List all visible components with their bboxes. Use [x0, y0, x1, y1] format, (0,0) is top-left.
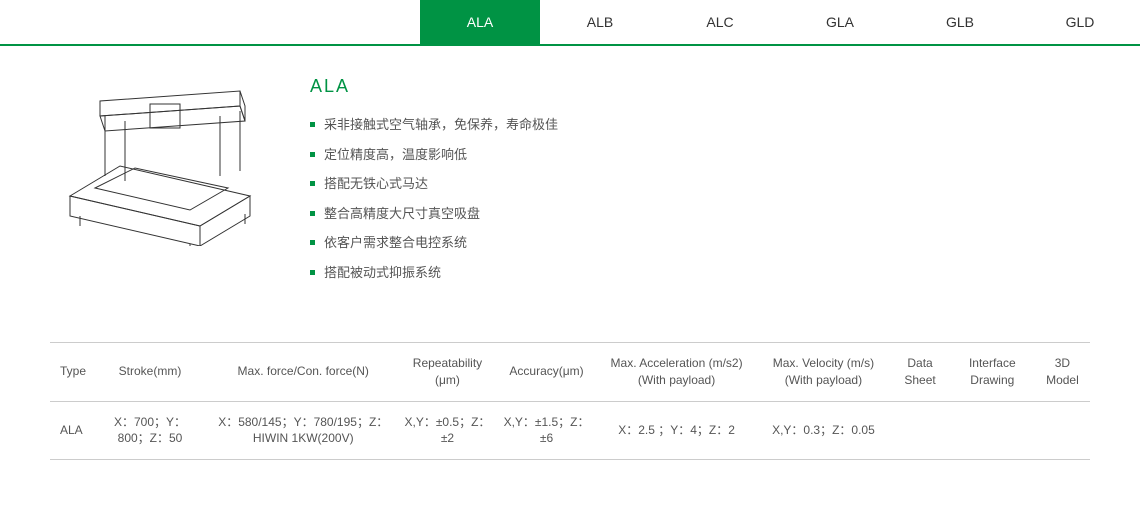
- feature-item: 整合高精度大尺寸真空吸盘: [310, 204, 1090, 224]
- feature-item: 定位精度高，温度影响低: [310, 145, 1090, 165]
- tab-alc[interactable]: ALC: [660, 0, 780, 44]
- cell-vel: X,Y：0.3；Z：0.05: [756, 401, 890, 460]
- machine-drawing-icon: [50, 76, 270, 246]
- col-type: Type: [50, 343, 92, 402]
- feature-item: 搭配无铁心式马达: [310, 174, 1090, 194]
- cell-accel: X：2.5 ；Y：4；Z：2: [597, 401, 757, 460]
- cell-stroke: X：700；Y：800；Z：50: [92, 401, 208, 460]
- tab-gld[interactable]: GLD: [1020, 0, 1140, 44]
- spec-table: Type Stroke(mm) Max. force/Con. force(N)…: [50, 342, 1090, 460]
- cell-3dmodel[interactable]: [1035, 401, 1090, 460]
- col-accel: Max. Acceleration (m/s2) (With payload): [597, 343, 757, 402]
- col-force: Max. force/Con. force(N): [208, 343, 398, 402]
- col-interface: Interface Drawing: [950, 343, 1035, 402]
- product-title: ALA: [310, 76, 1090, 97]
- spec-header-row: Type Stroke(mm) Max. force/Con. force(N)…: [50, 343, 1090, 402]
- col-datasheet: Data Sheet: [890, 343, 949, 402]
- tab-alb[interactable]: ALB: [540, 0, 660, 44]
- product-tabs: ALA ALB ALC GLA GLB GLD: [0, 0, 1140, 46]
- cell-force: X：580/145；Y：780/195；Z：HIWIN 1KW(200V): [208, 401, 398, 460]
- product-overview: ALA 采非接触式空气轴承，免保养，寿命极佳 定位精度高，温度影响低 搭配无铁心…: [50, 76, 1090, 292]
- feature-item: 搭配被动式抑振系统: [310, 263, 1090, 283]
- col-vel: Max. Velocity (m/s) (With payload): [756, 343, 890, 402]
- col-repeatability: Repeatability (μm): [398, 343, 496, 402]
- cell-datasheet[interactable]: [890, 401, 949, 460]
- col-stroke: Stroke(mm): [92, 343, 208, 402]
- tab-gla[interactable]: GLA: [780, 0, 900, 44]
- feature-item: 依客户需求整合电控系统: [310, 233, 1090, 253]
- content-area: ALA 采非接触式空气轴承，免保养，寿命极佳 定位精度高，温度影响低 搭配无铁心…: [0, 46, 1140, 480]
- table-row: ALA X：700；Y：800；Z：50 X：580/145；Y：780/195…: [50, 401, 1090, 460]
- product-info: ALA 采非接触式空气轴承，免保养，寿命极佳 定位精度高，温度影响低 搭配无铁心…: [310, 76, 1090, 292]
- feature-list: 采非接触式空气轴承，免保养，寿命极佳 定位精度高，温度影响低 搭配无铁心式马达 …: [310, 115, 1090, 282]
- col-3dmodel: 3D Model: [1035, 343, 1090, 402]
- feature-item: 采非接触式空气轴承，免保养，寿命极佳: [310, 115, 1090, 135]
- cell-interface[interactable]: [950, 401, 1035, 460]
- col-accuracy: Accuracy(μm): [496, 343, 596, 402]
- tab-glb[interactable]: GLB: [900, 0, 1020, 44]
- tab-ala[interactable]: ALA: [420, 0, 540, 44]
- product-image: [50, 76, 270, 246]
- cell-type: ALA: [50, 401, 92, 460]
- cell-repeatability: X,Y：±0.5；Z：±2: [398, 401, 496, 460]
- cell-accuracy: X,Y：±1.5；Z：±6: [496, 401, 596, 460]
